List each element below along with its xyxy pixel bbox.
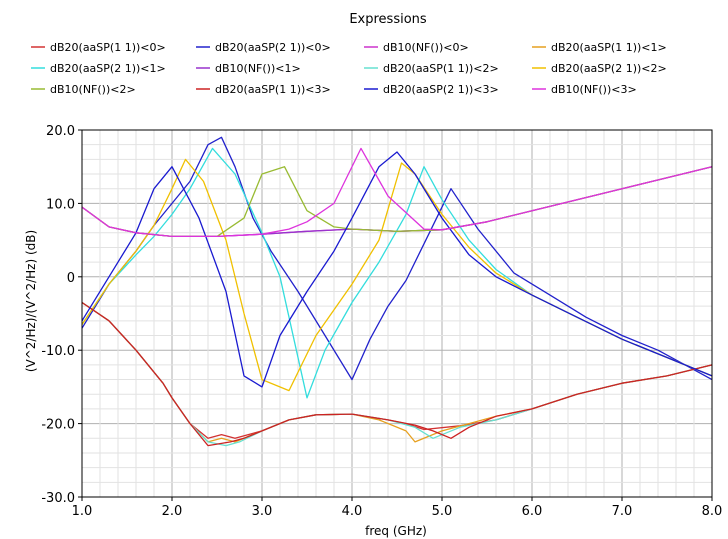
legend-label: dB20(aaSP(1 1))<1> [551,41,667,54]
legend-item-5: dB10(NF())<1> [196,62,301,75]
chart-title: Expressions [349,12,427,27]
legend-item-0: dB20(aaSP(1 1))<0> [31,41,166,54]
y-tick-label: 10.0 [46,197,75,212]
legend-label: dB20(aaSP(1 1))<3> [215,83,331,96]
x-tick-label: 6.0 [522,504,543,519]
x-tick-label: 5.0 [432,504,453,519]
legend-label: dB20(aaSP(2 1))<2> [551,62,667,75]
x-tick-label: 8.0 [702,504,723,519]
legend-label: dB20(aaSP(1 1))<0> [50,41,166,54]
plot-area [82,130,712,497]
y-tick-label: 0 [67,271,75,286]
x-tick-label: 7.0 [612,504,633,519]
legend-label: dB20(aaSP(2 1))<1> [50,62,166,75]
legend-label: dB20(aaSP(2 1))<3> [383,83,499,96]
legend-item-11: dB10(NF())<3> [532,83,637,96]
y-axis-label: (V^2/Hz)/(V^2/Hz) (dB) [24,230,38,372]
legend-label: dB10(NF())<0> [383,41,469,54]
x-tick-label: 4.0 [342,504,363,519]
y-tick-label: -30.0 [41,491,75,506]
x-tick-label: 2.0 [162,504,183,519]
legend-label: dB10(NF())<1> [215,62,301,75]
legend-label: dB20(aaSP(2 1))<0> [215,41,331,54]
legend-item-8: dB10(NF())<2> [31,83,136,96]
legend-item-1: dB20(aaSP(2 1))<0> [196,41,331,54]
legend-item-7: dB20(aaSP(2 1))<2> [532,62,667,75]
legend-item-4: dB20(aaSP(2 1))<1> [31,62,166,75]
y-tick-label: 20.0 [46,124,75,139]
x-tick-label: 1.0 [72,504,93,519]
x-axis-label: freq (GHz) [365,524,427,538]
legend: dB20(aaSP(1 1))<0> dB20(aaSP(2 1))<0> dB10… [31,41,667,96]
plot-background [82,130,712,497]
legend-item-9: dB20(aaSP(1 1))<3> [196,83,331,96]
legend-item-2: dB10(NF())<0> [364,41,469,54]
legend-label: dB10(NF())<2> [50,83,136,96]
legend-item-6: dB20(aaSP(1 1))<2> [364,62,499,75]
x-tick-label: 3.0 [252,504,273,519]
legend-label: dB20(aaSP(1 1))<2> [383,62,499,75]
legend-item-10: dB20(aaSP(2 1))<3> [364,83,499,96]
y-tick-label: -10.0 [41,344,75,359]
legend-label: dB10(NF())<3> [551,83,637,96]
y-tick-label: -20.0 [41,418,75,433]
legend-item-3: dB20(aaSP(1 1))<1> [532,41,667,54]
